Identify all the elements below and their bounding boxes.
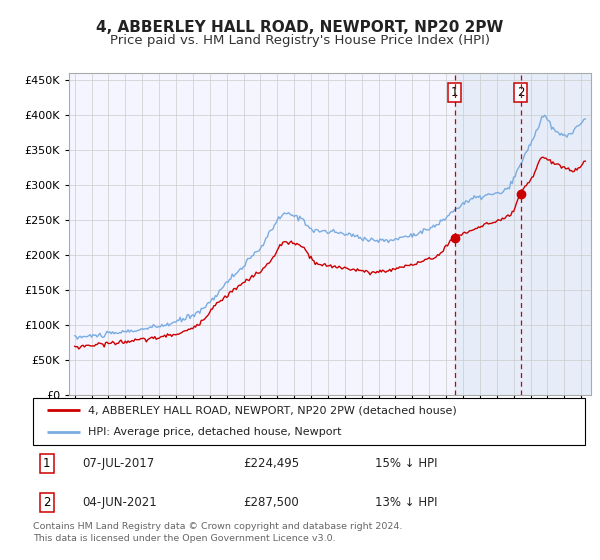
- Bar: [455, 73, 591, 395]
- Text: 1: 1: [451, 86, 458, 99]
- Text: 07-JUL-2017: 07-JUL-2017: [83, 457, 155, 470]
- Text: 1: 1: [43, 457, 50, 470]
- Text: 13% ↓ HPI: 13% ↓ HPI: [375, 496, 438, 509]
- Text: HPI: Average price, detached house, Newport: HPI: Average price, detached house, Newp…: [88, 427, 342, 437]
- Text: 15% ↓ HPI: 15% ↓ HPI: [375, 457, 438, 470]
- Text: Price paid vs. HM Land Registry's House Price Index (HPI): Price paid vs. HM Land Registry's House …: [110, 34, 490, 46]
- Text: 2: 2: [517, 86, 524, 99]
- Text: Contains HM Land Registry data © Crown copyright and database right 2024.
This d: Contains HM Land Registry data © Crown c…: [33, 522, 403, 543]
- Text: 04-JUN-2021: 04-JUN-2021: [83, 496, 157, 509]
- Text: 2: 2: [43, 496, 50, 509]
- Text: £287,500: £287,500: [243, 496, 299, 509]
- Text: £224,495: £224,495: [243, 457, 299, 470]
- Text: 4, ABBERLEY HALL ROAD, NEWPORT, NP20 2PW: 4, ABBERLEY HALL ROAD, NEWPORT, NP20 2PW: [97, 20, 503, 35]
- Text: 4, ABBERLEY HALL ROAD, NEWPORT, NP20 2PW (detached house): 4, ABBERLEY HALL ROAD, NEWPORT, NP20 2PW…: [88, 405, 457, 416]
